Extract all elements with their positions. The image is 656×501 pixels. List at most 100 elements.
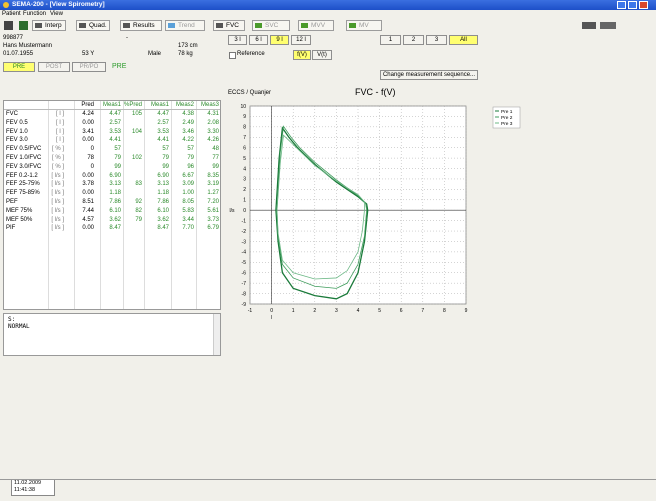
x-tick-label: 6: [400, 308, 403, 314]
table-cell: 5.83: [182, 207, 194, 214]
scale-button[interactable]: 6 l: [249, 35, 268, 45]
scale-button[interactable]: 12 l: [291, 35, 311, 45]
print-icon[interactable]: [582, 22, 596, 29]
results-table: Pred Meas1 %Pred Meas1 Meas2 Meas3 FVC[ l ] 4.2…: [3, 100, 221, 310]
table-cell: 3.53: [157, 128, 169, 135]
x-tick-label: 0: [270, 308, 273, 314]
unit-label: [ l ]: [55, 128, 64, 135]
table-cell: 3.62: [109, 216, 121, 223]
legend-label: Pre 2: [501, 115, 513, 121]
table-cell: 99: [212, 163, 219, 170]
table-cell: 3.46: [182, 128, 194, 135]
table-cell: 0.00: [82, 137, 94, 144]
phase-tab[interactable]: POST: [38, 62, 70, 72]
reference-checkbox[interactable]: [229, 52, 236, 59]
table-cell: 57: [114, 146, 121, 153]
table-cell: 7.86: [157, 199, 169, 205]
window-title: SEMA-200 - [View Spirometry]: [12, 1, 105, 8]
toolbar-icon[interactable]: [4, 21, 13, 30]
session-time: 11:41:38: [14, 487, 36, 493]
row-label: MEF 50%: [6, 216, 33, 223]
table-cell: 8.47: [109, 225, 121, 232]
toolbar-button[interactable]: Interp: [32, 20, 66, 31]
header-line: [4, 109, 220, 110]
y-tick-label: -4: [242, 250, 247, 256]
toolbar-button[interactable]: SVC: [252, 20, 290, 31]
table-cell: 4.26: [207, 137, 219, 144]
view-button[interactable]: f(V): [293, 50, 311, 60]
maximize-button[interactable]: [628, 1, 637, 9]
x-tick-label: 2: [313, 308, 316, 314]
toolbar-button[interactable]: MVV: [298, 20, 334, 31]
scrollbar[interactable]: [213, 314, 220, 355]
reference-label: Reference: [237, 51, 265, 57]
menu-item[interactable]: Patient: [2, 11, 21, 17]
column-line: [48, 101, 49, 309]
y-tick-label: 7: [243, 135, 246, 141]
table-cell: 105: [131, 111, 142, 117]
comment-line: S:: [8, 316, 16, 323]
table-cell: 77: [212, 155, 219, 161]
table-cell: 6.79: [207, 225, 219, 232]
y-tick-label: 1: [243, 198, 246, 204]
table-cell: 99: [162, 163, 169, 170]
minimize-button[interactable]: [617, 1, 626, 9]
y-tick-label: 5: [243, 156, 246, 162]
patient-weight: 78 kg: [178, 51, 193, 57]
scale-button[interactable]: 9 l: [270, 35, 289, 45]
menu-item[interactable]: View: [50, 11, 63, 17]
table-cell: 4.41: [109, 137, 121, 144]
table-cell: 4.41: [157, 137, 169, 144]
scale-button[interactable]: 3 l: [228, 35, 247, 45]
menu-item[interactable]: Function: [23, 11, 47, 17]
patient-birth: 01.07.1955: [3, 51, 34, 57]
y-tick-label: -8: [242, 291, 247, 297]
row-label: FEF 25-75%: [6, 181, 40, 188]
toolbar-button[interactable]: Results: [120, 20, 162, 31]
table-cell: 1.18: [157, 190, 169, 197]
y-tick-label: 8: [243, 125, 246, 131]
flow-volume-chart: -1 0 1 2 3 4 5 6 7 8 9 -9 -8 -7 -6 -5 -4 -3 -2 -1 0 1 2 3 4 5 6 7 8 9…: [230, 104, 521, 321]
table-cell: 3.53: [109, 128, 121, 135]
tool-icon[interactable]: [600, 22, 616, 29]
table-cell: 1.18: [109, 190, 121, 197]
table-cell: 2.08: [207, 119, 219, 126]
sequence-button[interactable]: Change measurement sequence...: [380, 70, 478, 80]
table-cell: 99: [114, 163, 121, 170]
column-header: Pred: [81, 102, 94, 108]
toolbar-button[interactable]: FVC: [213, 20, 245, 31]
toolbar-label: Interp: [45, 22, 62, 29]
toolbar-button[interactable]: MV: [346, 20, 382, 31]
measure-button[interactable]: All: [449, 35, 478, 45]
table-cell: 6.90: [157, 172, 169, 179]
column-line: [74, 101, 75, 309]
patient-age: 53 Y: [82, 51, 95, 57]
toolbar-icon[interactable]: [19, 21, 28, 30]
toolbar-button[interactable]: Trend: [165, 20, 205, 31]
measure-button[interactable]: 2: [403, 35, 424, 45]
unit-label: [ l ]: [55, 111, 64, 117]
x-tick-label: 9: [465, 308, 468, 314]
y-tick-label: -3: [242, 239, 247, 245]
close-button[interactable]: [639, 1, 648, 9]
measure-button[interactable]: 1: [380, 35, 401, 45]
table-cell: 4.22: [182, 137, 194, 144]
session-date: 11.02.2009: [14, 480, 42, 486]
toolbar-button[interactable]: Quad.: [76, 20, 110, 31]
y-tick-label: 9: [243, 114, 246, 120]
title-bar: [0, 0, 656, 10]
row-label: PEF: [6, 199, 18, 205]
phase-tab[interactable]: PRE: [3, 62, 35, 72]
session-tab[interactable]: 11.02.2009 11:41:38: [11, 480, 55, 496]
table-cell: 3.19: [207, 181, 219, 188]
view-button[interactable]: V(t): [312, 50, 332, 60]
phase-tab[interactable]: PR/PO: [72, 62, 106, 72]
table-cell: 4.31: [207, 111, 219, 117]
data-line: [276, 134, 365, 280]
measure-button[interactable]: 3: [426, 35, 447, 45]
table-cell: 7.86: [109, 199, 121, 205]
table-cell: 79: [162, 155, 169, 161]
table-cell: 8.35: [207, 172, 219, 179]
table-cell: 5.61: [207, 207, 219, 214]
